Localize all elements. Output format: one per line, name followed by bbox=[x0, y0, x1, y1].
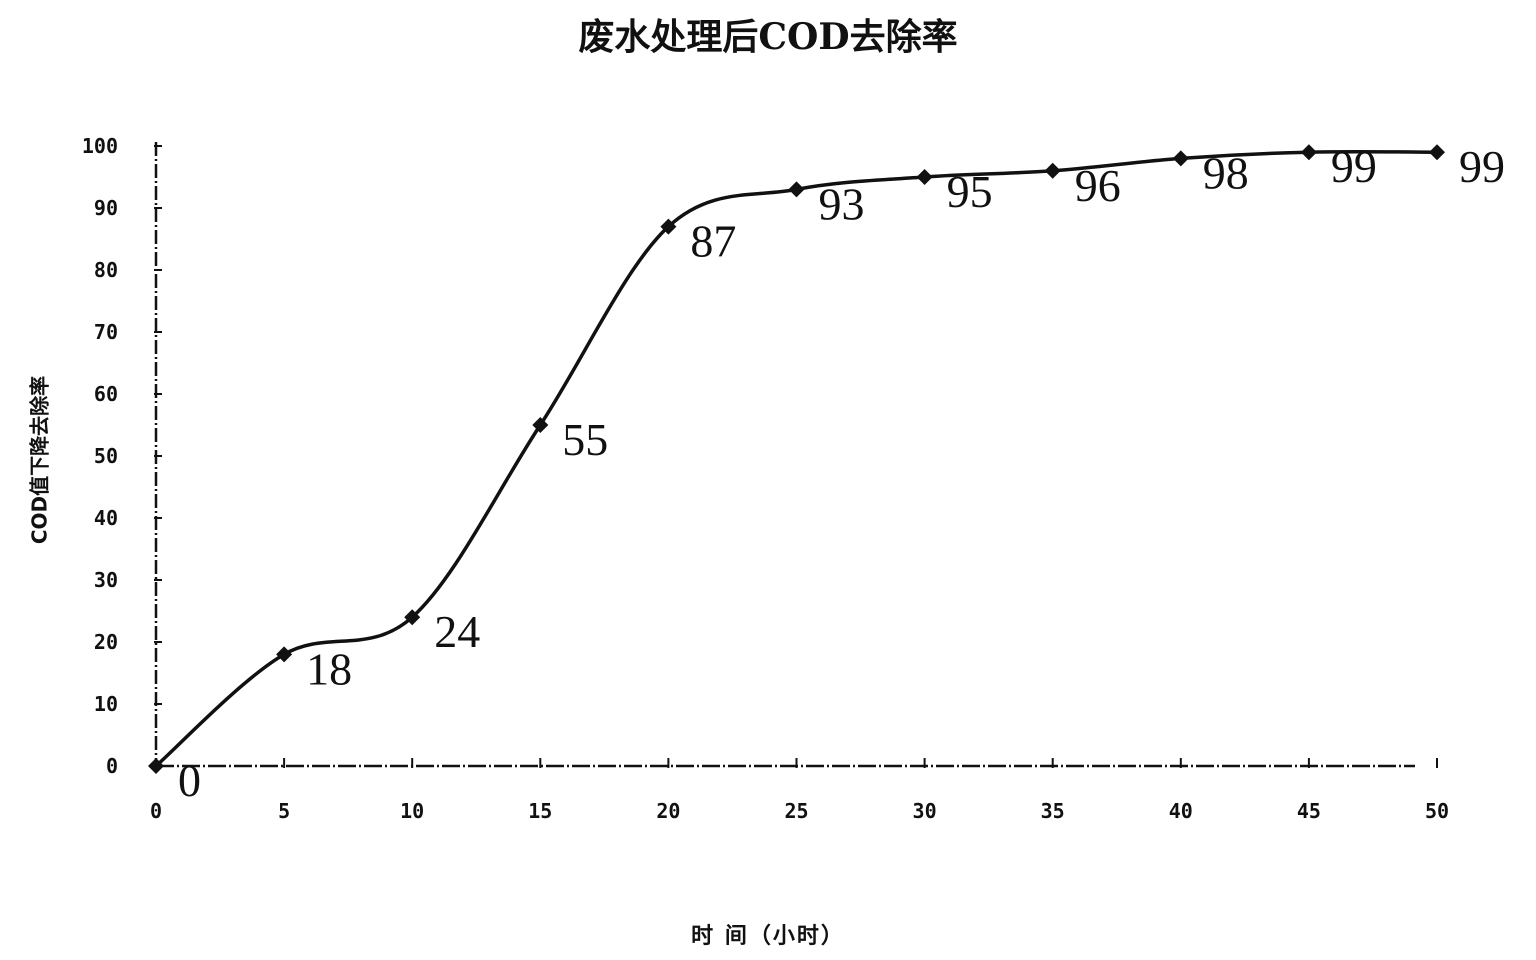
data-point-marker bbox=[1172, 150, 1189, 167]
x-tick-label: 45 bbox=[1297, 799, 1321, 823]
y-tick-label: 80 bbox=[94, 258, 118, 282]
x-tick-label: 30 bbox=[913, 799, 937, 823]
data-point-marker bbox=[916, 169, 933, 185]
y-tick-label: 60 bbox=[94, 382, 118, 406]
y-tick-label: 50 bbox=[94, 444, 118, 468]
data-label: 93 bbox=[819, 178, 865, 229]
x-tick-label: 50 bbox=[1425, 799, 1449, 823]
data-label: 0 bbox=[178, 755, 201, 806]
data-label: 99 bbox=[1331, 141, 1377, 192]
data-label: 55 bbox=[562, 414, 608, 465]
x-tick-label: 40 bbox=[1169, 799, 1193, 823]
x-axis-title: 时 间（小时） bbox=[691, 924, 845, 949]
data-point-marker bbox=[788, 181, 805, 198]
x-tick-label: 5 bbox=[278, 799, 290, 823]
y-tick-label: 30 bbox=[94, 568, 118, 592]
x-tick-label: 10 bbox=[400, 799, 424, 823]
y-tick-label: 70 bbox=[94, 320, 118, 344]
data-point-marker bbox=[660, 218, 677, 235]
data-point-marker bbox=[404, 609, 421, 626]
chart-title: 废水处理后COD去除率 bbox=[578, 16, 958, 58]
y-tick-label: 0 bbox=[106, 754, 118, 778]
data-label: 98 bbox=[1203, 147, 1249, 198]
data-label: 95 bbox=[947, 166, 993, 217]
data-point-marker bbox=[276, 646, 293, 663]
x-tick-label: 15 bbox=[528, 799, 552, 823]
data-point-marker bbox=[1429, 144, 1445, 161]
y-tick-label: 100 bbox=[82, 134, 118, 158]
data-label: 18 bbox=[306, 643, 352, 694]
data-point-marker bbox=[1044, 162, 1061, 179]
data-point-marker bbox=[532, 417, 549, 433]
x-tick-label: 25 bbox=[784, 799, 808, 823]
y-tick-label: 10 bbox=[94, 692, 118, 716]
data-point-marker bbox=[148, 758, 164, 774]
data-point-marker bbox=[1300, 144, 1317, 161]
data-label: 96 bbox=[1075, 160, 1121, 211]
data-label: 24 bbox=[434, 606, 480, 657]
series-line bbox=[154, 149, 1438, 768]
y-tick-label: 40 bbox=[94, 506, 118, 530]
x-tick-label: 0 bbox=[150, 799, 162, 823]
data-label: 99 bbox=[1459, 141, 1505, 192]
x-tick-label: 20 bbox=[656, 799, 680, 823]
data-label: 87 bbox=[690, 216, 736, 267]
x-tick-label: 35 bbox=[1041, 799, 1065, 823]
y-tick-label: 20 bbox=[94, 630, 118, 654]
y-tick-label: 90 bbox=[94, 196, 118, 220]
